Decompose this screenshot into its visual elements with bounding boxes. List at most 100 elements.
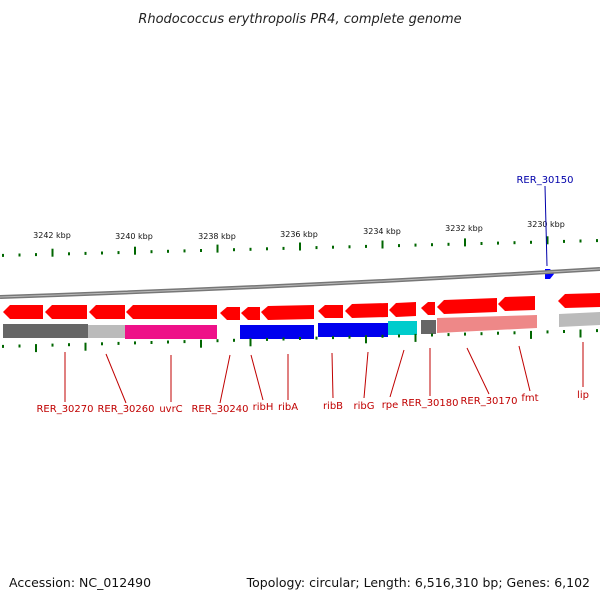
- gene-arrow[interactable]: [558, 293, 600, 308]
- gc-tick: [266, 247, 268, 251]
- gene-label[interactable]: RER_30270: [36, 404, 93, 415]
- gc-tick: [315, 246, 318, 250]
- gene-label-group[interactable]: RER_30240: [191, 354, 249, 415]
- gene-arrow[interactable]: [126, 305, 217, 319]
- gc-tick: [134, 341, 136, 345]
- gc-tick: [299, 242, 301, 251]
- gc-tick: [596, 329, 598, 333]
- gc-tick: [464, 238, 466, 247]
- gene-arrow[interactable]: [389, 302, 416, 317]
- gc-tick: [2, 253, 4, 257]
- gc-tick: [431, 243, 433, 247]
- gc-tick: [68, 252, 70, 256]
- reverse-strand-genes: [3, 293, 600, 320]
- gene-arrow[interactable]: [437, 298, 497, 314]
- gene-arrow[interactable]: [220, 307, 240, 320]
- function-block: [421, 320, 436, 334]
- gc-tick: [497, 241, 499, 245]
- gc-tick: [2, 344, 4, 348]
- gene-label[interactable]: RER_30180: [401, 398, 458, 409]
- gene-leader-line: [544, 185, 548, 267]
- gene-label-group[interactable]: RER_30180: [401, 348, 459, 409]
- gene-label[interactable]: RER_30170: [460, 396, 517, 407]
- gene-label-group[interactable]: RER_30270: [36, 352, 94, 415]
- gc-tick: [414, 243, 417, 247]
- gene-arrow[interactable]: [241, 307, 260, 320]
- gene-label[interactable]: RER_30240: [191, 404, 248, 415]
- gene-label[interactable]: lip: [577, 390, 589, 401]
- function-block: [88, 325, 125, 338]
- gene-label[interactable]: ribG: [354, 401, 375, 412]
- kbp-tick-label: 3232 kbp: [445, 224, 483, 233]
- accession-text: Accession: NC_012490: [9, 575, 152, 590]
- genome-summary-text: Topology: circular; Length: 6,516,310 bp…: [246, 575, 590, 590]
- genome-backbone-highlight: [0, 268, 600, 298]
- gene-label[interactable]: ribA: [278, 402, 298, 413]
- gc-tick: [233, 338, 235, 342]
- gc-tick: [332, 336, 334, 340]
- gc-ticks-lower: [2, 329, 598, 353]
- gc-tick: [183, 249, 186, 253]
- gc-tick: [299, 337, 301, 340]
- gene-label-group[interactable]: ribB: [323, 352, 343, 412]
- gc-tick: [200, 339, 202, 348]
- gene-label-group[interactable]: ribA: [278, 354, 298, 413]
- gene-arrow[interactable]: [3, 305, 43, 319]
- gc-tick: [282, 246, 285, 250]
- gc-tick: [464, 332, 466, 336]
- gc-tick: [35, 344, 37, 353]
- gene-label-group[interactable]: lip: [577, 342, 589, 401]
- gene-label-group[interactable]: ribG: [354, 351, 375, 412]
- gc-tick: [513, 241, 516, 245]
- gc-tick: [447, 333, 450, 337]
- gc-tick: [530, 240, 532, 244]
- gc-tick: [381, 240, 384, 249]
- gc-tick: [579, 239, 582, 243]
- gene-arrow[interactable]: [498, 296, 535, 311]
- gene-label-group[interactable]: RER_30260: [97, 353, 155, 415]
- gc-tick: [233, 248, 235, 252]
- gc-tick: [315, 336, 318, 340]
- gene-label-group[interactable]: fmt: [518, 345, 539, 404]
- gc-ticks-upper: [2, 236, 598, 257]
- gene-label[interactable]: rpe: [382, 400, 399, 411]
- gc-tick: [134, 246, 136, 255]
- gc-tick: [381, 334, 384, 338]
- gc-tick: [18, 344, 21, 348]
- gene-label-group[interactable]: uvrC: [159, 355, 183, 415]
- gene-label[interactable]: ribB: [323, 401, 343, 412]
- gene-label[interactable]: ribH: [253, 402, 274, 413]
- gene-arrow[interactable]: [318, 305, 343, 318]
- gene-arrow[interactable]: [45, 305, 87, 319]
- function-block: [125, 325, 217, 339]
- gc-tick: [579, 329, 582, 338]
- gc-tick: [513, 331, 516, 335]
- gene-arrow[interactable]: [421, 302, 435, 315]
- gc-tick: [249, 247, 252, 251]
- kbp-tick-label: 3236 kbp: [280, 230, 318, 239]
- gc-tick: [68, 343, 70, 347]
- gc-tick: [216, 339, 219, 343]
- gene-arrow[interactable]: [345, 303, 388, 318]
- gene-label-group[interactable]: ribH: [250, 354, 274, 413]
- gene-label[interactable]: RER_30260: [97, 404, 154, 415]
- gene-arrow[interactable]: [261, 305, 314, 320]
- gc-tick: [431, 333, 433, 337]
- gc-tick: [117, 341, 120, 345]
- function-block: [240, 325, 314, 339]
- gc-tick: [84, 342, 87, 351]
- gene-label-group[interactable]: rpe: [382, 349, 405, 411]
- gc-tick: [546, 236, 549, 245]
- gene-label[interactable]: uvrC: [159, 404, 182, 415]
- gene-arrow[interactable]: [89, 305, 125, 319]
- gc-tick: [497, 331, 499, 335]
- gene-label[interactable]: fmt: [521, 393, 538, 404]
- gc-tick: [596, 239, 598, 243]
- gc-tick: [480, 332, 483, 336]
- gc-tick: [282, 337, 285, 341]
- function-block: [559, 312, 600, 327]
- gene-label-rer-30150[interactable]: RER_30150: [516, 175, 573, 186]
- gene-label-group[interactable]: RER_30170: [460, 347, 518, 407]
- gc-tick: [348, 335, 351, 339]
